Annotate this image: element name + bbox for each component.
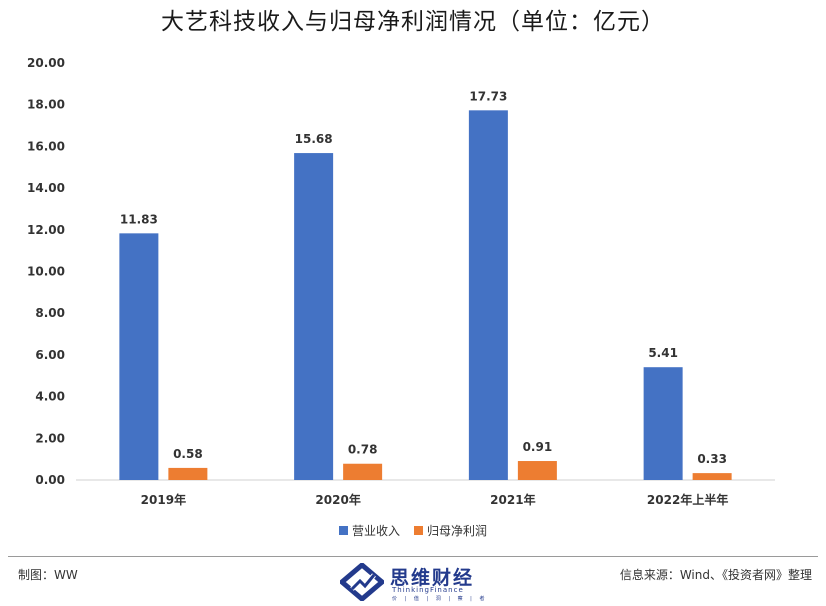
y-tick-label: 0.00 (35, 473, 65, 487)
footer-divider (8, 556, 818, 557)
y-tick-label: 2.00 (35, 431, 65, 445)
data-label: 0.91 (523, 440, 553, 454)
y-tick-label: 14.00 (27, 181, 65, 195)
data-label: 17.73 (469, 89, 507, 103)
y-tick-label: 4.00 (35, 390, 65, 404)
legend-swatch-net-profit (414, 526, 423, 535)
logo-mark-icon (340, 563, 384, 601)
y-axis-ticks: 0.00 2.00 4.00 6.00 8.00 10.00 12.00 14.00 16.00… (27, 56, 65, 487)
data-label: 0.78 (348, 443, 378, 457)
y-tick-label: 12.00 (27, 223, 65, 237)
x-tick-label: 2022年上半年 (647, 492, 728, 507)
bar-net-profit[interactable] (692, 473, 732, 480)
x-tick-label: 2020年 (315, 492, 360, 507)
y-tick-label: 20.00 (27, 56, 65, 70)
logo-name: 思维财经 (390, 567, 475, 589)
y-tick-label: 18.00 (27, 98, 65, 112)
y-tick-label: 6.00 (35, 348, 65, 362)
bar-revenue[interactable] (294, 153, 334, 480)
data-label: 0.58 (173, 447, 203, 461)
brand-logo: 思维财经 ThinkingFinance 价 | 值 | 洞 | 察 | 者 (340, 561, 500, 603)
data-label: 5.41 (648, 346, 678, 360)
bars (119, 110, 732, 480)
data-labels: 11.83 0.58 15.68 0.78 17.73 0.91 5.41 0.33 (120, 89, 727, 466)
bar-net-profit[interactable] (168, 467, 208, 480)
bar-chart: 0.00 2.00 4.00 6.00 8.00 10.00 12.00 14.00 16.00… (27, 56, 775, 507)
x-tick-label: 2019年 (141, 492, 186, 507)
bar-net-profit[interactable] (343, 463, 383, 480)
legend: 营业收入 归母净利润 (0, 522, 826, 539)
chart-title: 大艺科技收入与归母净利润情况（单位：亿元） (161, 9, 665, 35)
bar-revenue[interactable] (468, 110, 508, 480)
legend-swatch-revenue (338, 526, 348, 535)
legend-label-revenue: 营业收入 (351, 524, 400, 538)
legend-label-net-profit: 归母净利润 (427, 524, 488, 538)
logo-subline: 价 | 值 | 洞 | 察 | 者 (392, 596, 488, 602)
y-tick-label: 16.00 (27, 139, 65, 153)
bar-net-profit[interactable] (517, 461, 557, 480)
bar-revenue[interactable] (119, 233, 159, 480)
x-axis-ticks: 2019年 2020年 2021年 2022年上半年 (141, 492, 729, 507)
bar-revenue[interactable] (643, 367, 683, 480)
x-tick-label: 2021年 (490, 492, 535, 507)
y-tick-label: 8.00 (35, 306, 65, 320)
data-label: 0.33 (697, 452, 727, 466)
footer-author: 制图：WW (18, 568, 78, 582)
legend-item-net-profit[interactable]: 归母净利润 (414, 522, 487, 539)
footer-source: 信息来源：Wind、《投资者网》整理 (619, 568, 812, 582)
data-label: 11.83 (120, 212, 158, 226)
legend-item-revenue[interactable]: 营业收入 (338, 522, 400, 539)
logo-tagline: ThinkingFinance (392, 586, 464, 594)
data-label: 15.68 (295, 132, 333, 146)
y-tick-label: 10.00 (27, 265, 65, 279)
